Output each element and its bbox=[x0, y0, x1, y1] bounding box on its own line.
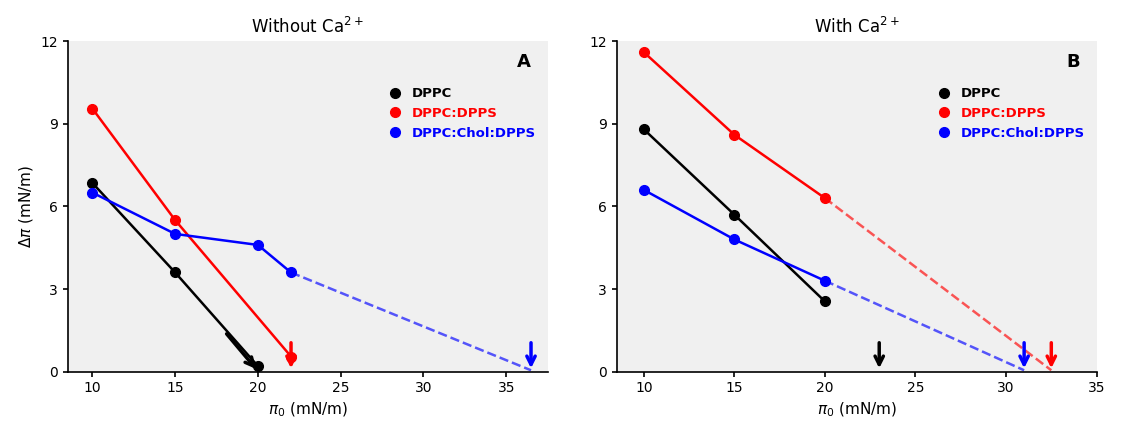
X-axis label: $\pi_0$ (mN/m): $\pi_0$ (mN/m) bbox=[267, 401, 348, 419]
Text: A: A bbox=[517, 53, 531, 71]
X-axis label: $\pi_0$ (mN/m): $\pi_0$ (mN/m) bbox=[817, 401, 896, 419]
Text: B: B bbox=[1066, 53, 1079, 71]
Title: With Ca$^{2+}$: With Ca$^{2+}$ bbox=[813, 17, 900, 37]
Y-axis label: $\Delta\pi$ (mN/m): $\Delta\pi$ (mN/m) bbox=[17, 165, 35, 248]
Title: Without Ca$^{2+}$: Without Ca$^{2+}$ bbox=[251, 17, 364, 37]
Legend: DPPC, DPPC:DPPS, DPPC:Chol:DPPS: DPPC, DPPC:DPPS, DPPC:Chol:DPPS bbox=[931, 87, 1085, 140]
Legend: DPPC, DPPC:DPPS, DPPC:Chol:DPPS: DPPC, DPPC:DPPS, DPPC:Chol:DPPS bbox=[381, 87, 536, 140]
